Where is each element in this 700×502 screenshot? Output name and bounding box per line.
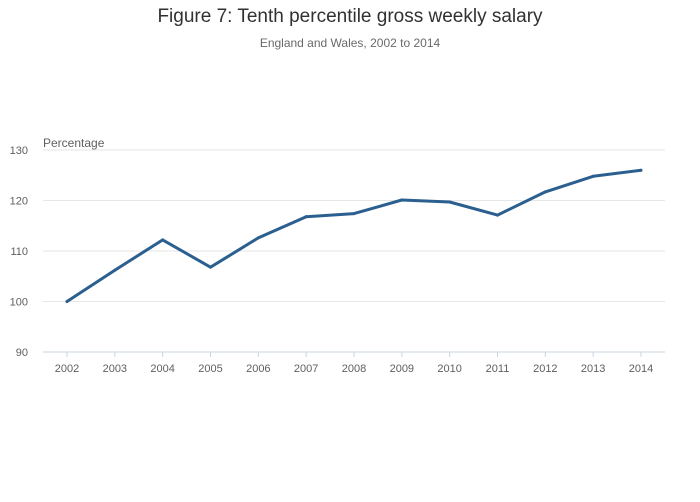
x-tick-label-2013: 2013 bbox=[581, 363, 605, 375]
y-tick-label-90: 90 bbox=[16, 347, 28, 359]
data-point-2003 bbox=[113, 268, 117, 272]
data-point-2008 bbox=[352, 212, 356, 216]
data-point-2007 bbox=[304, 215, 308, 219]
data-point-2011 bbox=[496, 213, 499, 217]
chart-title: Figure 7: Tenth percentile gross weekly … bbox=[157, 6, 543, 27]
y-tick-label-120: 120 bbox=[10, 196, 28, 208]
data-point-2014 bbox=[639, 168, 643, 172]
data-point-2012 bbox=[543, 190, 547, 194]
x-tick-label-2007: 2007 bbox=[294, 363, 318, 375]
y-tick-label-100: 100 bbox=[10, 297, 28, 309]
data-point-2013 bbox=[591, 174, 595, 178]
x-tick-labels: 2002 2003 2004 2005 2006 2007 2008 2009 2010 2011… bbox=[55, 352, 653, 375]
x-tick-label-2012: 2012 bbox=[533, 363, 557, 375]
x-tick-label-2010: 2010 bbox=[437, 363, 461, 375]
y-tick-labels: 90 100 110 120 130 bbox=[10, 145, 28, 359]
data-point-2010 bbox=[448, 200, 452, 204]
x-tick-label-2005: 2005 bbox=[198, 363, 222, 375]
chart-subtitle: England and Wales, 2002 to 2014 bbox=[259, 36, 441, 50]
x-tick-label-2004: 2004 bbox=[150, 363, 174, 375]
x-tick-label-2009: 2009 bbox=[390, 363, 414, 375]
y-tick-label-110: 110 bbox=[10, 246, 28, 258]
y-axis-label: Percentage bbox=[43, 136, 105, 150]
x-tick-label-2003: 2003 bbox=[103, 363, 127, 375]
series-line-0 bbox=[65, 168, 643, 303]
y-tick-label-130: 130 bbox=[10, 145, 28, 157]
x-tick-label-2014: 2014 bbox=[629, 363, 653, 375]
data-point-2006 bbox=[256, 236, 260, 240]
data-point-2004 bbox=[161, 238, 165, 242]
x-tick-label-2002: 2002 bbox=[55, 363, 79, 375]
data-point-2002 bbox=[65, 300, 69, 303]
data-point-2009 bbox=[400, 198, 404, 202]
x-tick-label-2008: 2008 bbox=[342, 363, 366, 375]
series-lines bbox=[65, 168, 643, 303]
x-tick-label-2006: 2006 bbox=[246, 363, 270, 375]
x-tick-label-2011: 2011 bbox=[486, 363, 510, 375]
data-point-2005 bbox=[209, 265, 212, 269]
gridlines bbox=[43, 149, 665, 302]
